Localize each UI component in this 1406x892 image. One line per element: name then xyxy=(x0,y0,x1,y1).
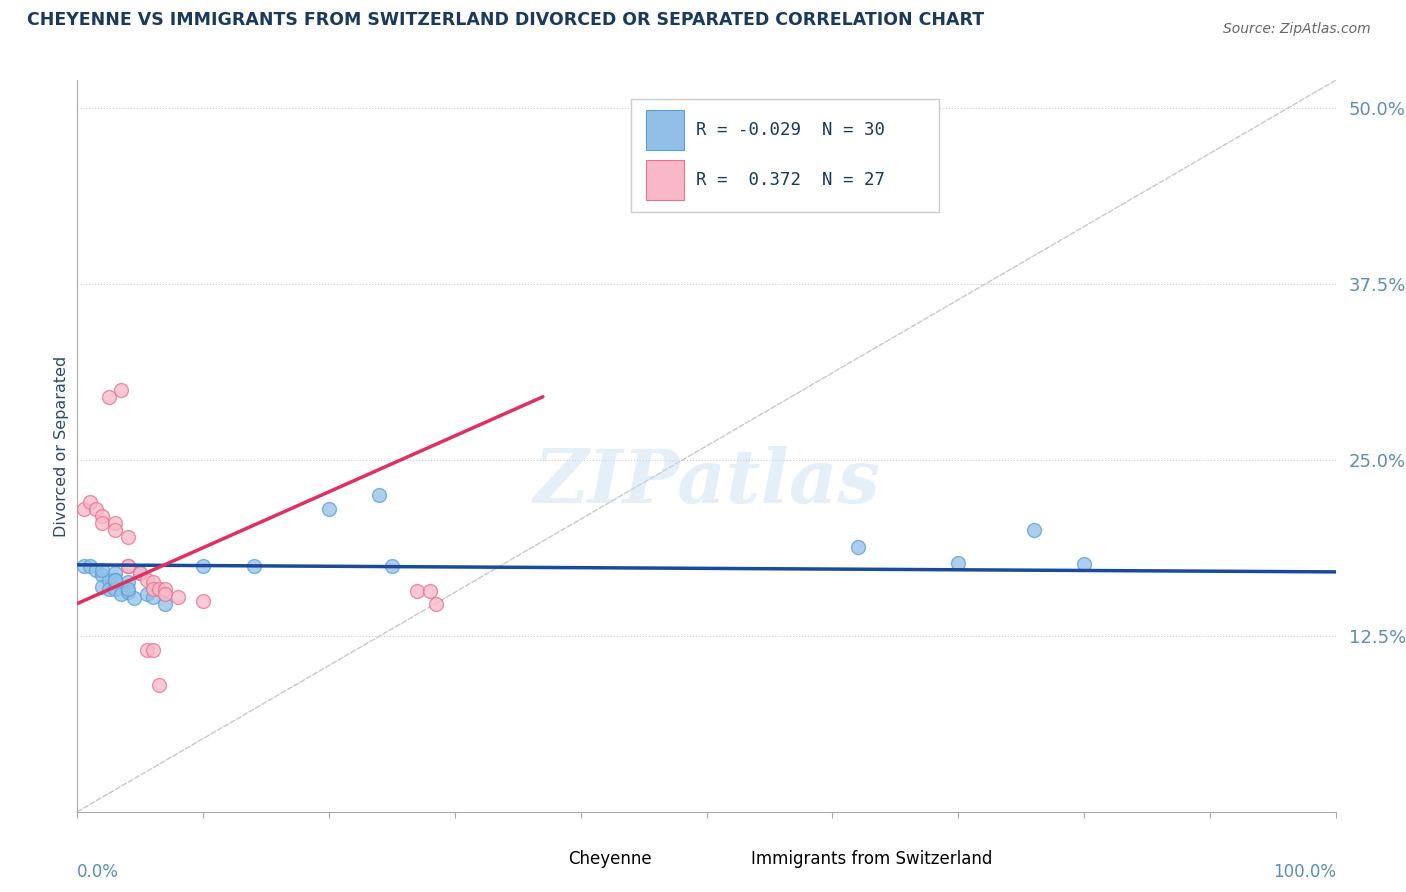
Point xyxy=(425,597,447,611)
Text: ZIPatlas: ZIPatlas xyxy=(533,446,880,519)
Point xyxy=(167,590,190,604)
Point xyxy=(1022,524,1045,538)
Point xyxy=(406,583,429,598)
Point xyxy=(191,593,215,607)
Point xyxy=(97,390,120,404)
Point xyxy=(135,573,157,587)
Point xyxy=(97,573,120,587)
FancyBboxPatch shape xyxy=(631,99,939,212)
Point xyxy=(97,582,120,597)
Point xyxy=(368,488,391,502)
Text: Source: ZipAtlas.com: Source: ZipAtlas.com xyxy=(1223,22,1371,37)
Point xyxy=(135,587,157,601)
Point xyxy=(122,591,145,605)
Point xyxy=(110,587,132,601)
Point xyxy=(129,566,152,580)
Text: CHEYENNE VS IMMIGRANTS FROM SWITZERLAND DIVORCED OR SEPARATED CORRELATION CHART: CHEYENNE VS IMMIGRANTS FROM SWITZERLAND … xyxy=(27,11,984,29)
Point xyxy=(72,558,94,573)
FancyBboxPatch shape xyxy=(530,847,558,875)
Point xyxy=(110,383,132,397)
Point xyxy=(117,558,139,573)
FancyBboxPatch shape xyxy=(647,111,683,151)
Y-axis label: Divorced or Separated: Divorced or Separated xyxy=(53,355,69,537)
Point xyxy=(846,541,869,555)
FancyBboxPatch shape xyxy=(713,847,741,875)
Text: R =  0.372  N = 27: R = 0.372 N = 27 xyxy=(696,171,886,189)
Text: R = -0.029  N = 30: R = -0.029 N = 30 xyxy=(696,121,886,139)
Text: Immigrants from Switzerland: Immigrants from Switzerland xyxy=(751,850,991,868)
Point xyxy=(117,575,139,590)
Point xyxy=(91,509,114,524)
Text: 0.0%: 0.0% xyxy=(77,863,120,881)
Text: Cheyenne: Cheyenne xyxy=(568,850,652,868)
Point xyxy=(142,582,165,597)
Point xyxy=(155,597,177,611)
Point xyxy=(79,558,101,573)
Point xyxy=(1073,557,1095,571)
Point xyxy=(104,516,127,531)
Point xyxy=(381,558,404,573)
Point xyxy=(91,580,114,594)
Point xyxy=(191,558,215,573)
Point xyxy=(91,568,114,582)
Point xyxy=(148,582,170,597)
Point xyxy=(948,556,970,570)
Point xyxy=(72,502,94,516)
Point xyxy=(155,582,177,597)
Point xyxy=(91,516,114,531)
Point xyxy=(104,573,127,587)
Point xyxy=(84,502,107,516)
Point xyxy=(419,583,441,598)
Point xyxy=(117,558,139,573)
Point xyxy=(142,590,165,604)
Point xyxy=(104,566,127,580)
Point xyxy=(242,558,264,573)
Point xyxy=(84,563,107,577)
Point xyxy=(142,643,165,657)
Point xyxy=(318,502,340,516)
FancyBboxPatch shape xyxy=(647,160,683,201)
Point xyxy=(104,582,127,597)
Point xyxy=(148,678,170,692)
Text: 100.0%: 100.0% xyxy=(1272,863,1336,881)
Point xyxy=(117,585,139,599)
Point xyxy=(129,566,152,580)
Point xyxy=(142,575,165,590)
Point xyxy=(91,563,114,577)
Point xyxy=(135,643,157,657)
Point xyxy=(155,587,177,601)
Point xyxy=(117,530,139,544)
Point xyxy=(117,582,139,597)
Point xyxy=(79,495,101,509)
Point xyxy=(104,524,127,538)
Point xyxy=(104,573,127,587)
